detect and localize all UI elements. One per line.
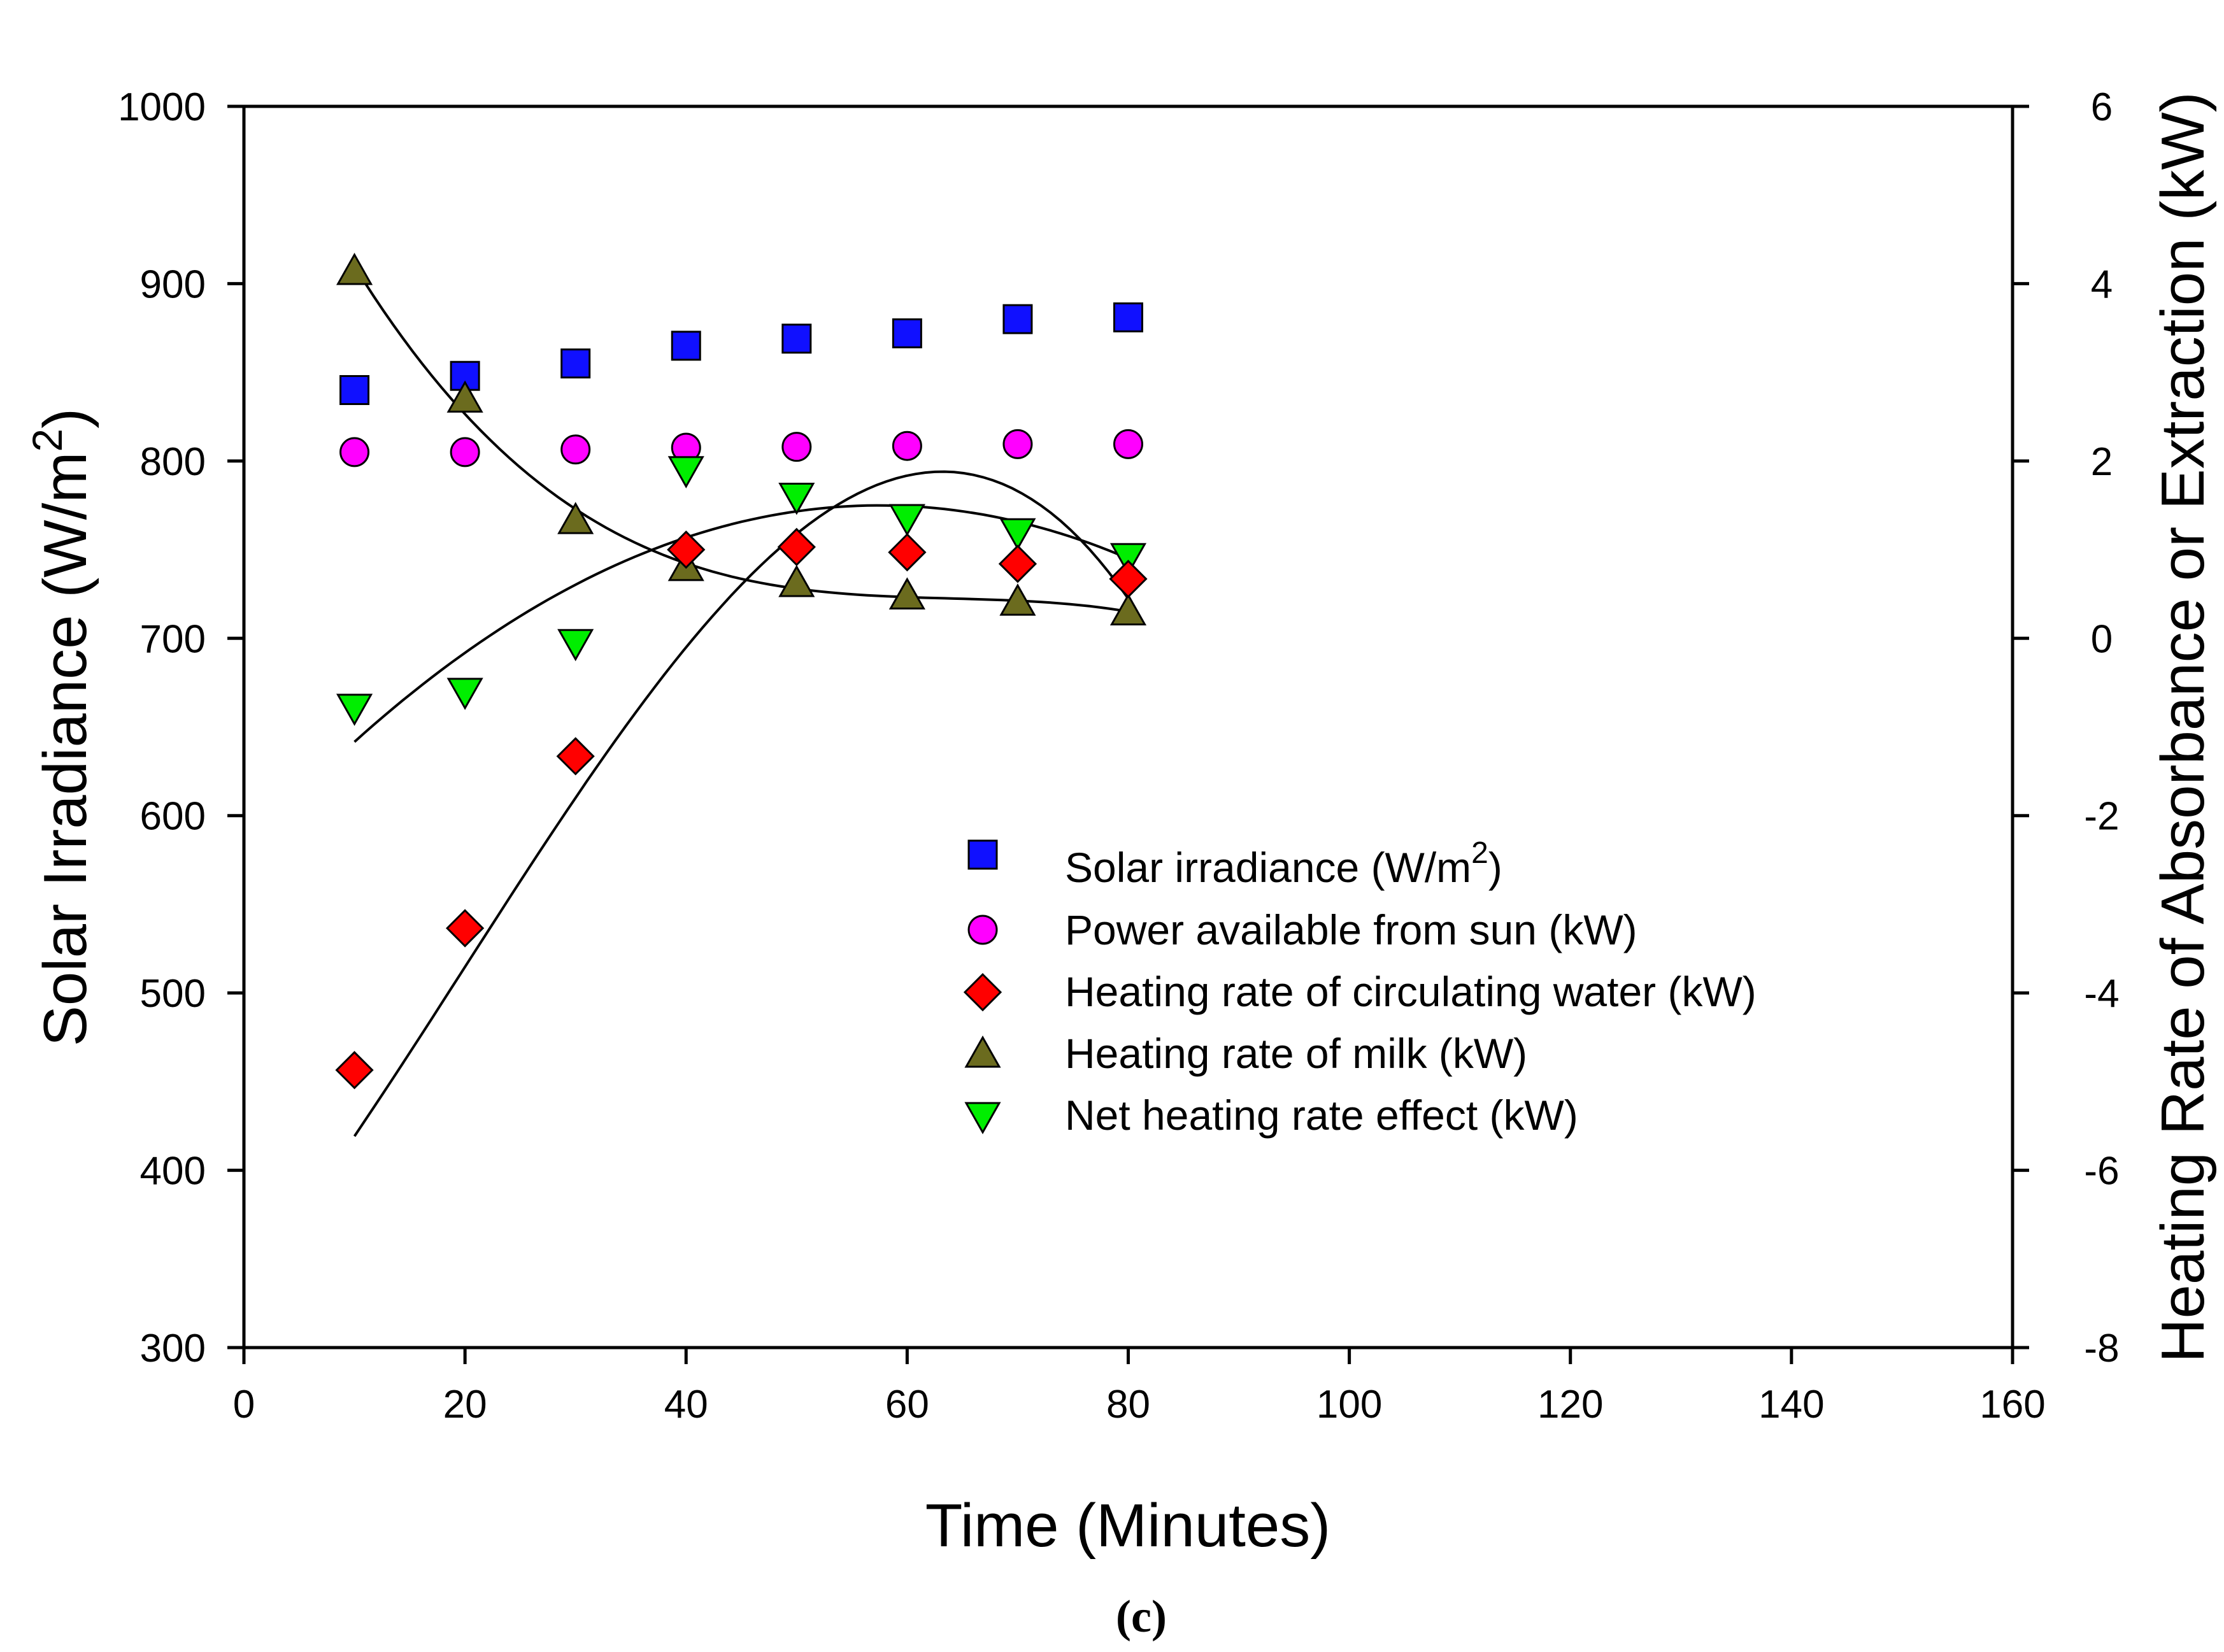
y2-tick-label: -6 xyxy=(2084,1150,2119,1193)
x-tick-label: 140 xyxy=(1758,1383,1824,1427)
point-heating-rate-water xyxy=(446,909,485,948)
point-heating-rate-water xyxy=(667,530,706,569)
x-tick-label: 40 xyxy=(664,1383,708,1427)
point-solar-irradiance xyxy=(560,348,591,379)
point-heating-rate-water xyxy=(556,737,595,776)
fit-line-heating-rate-water xyxy=(353,470,1130,1137)
fit-line-heating-rate-milk xyxy=(353,265,1129,613)
point-solar-irradiance xyxy=(892,318,922,348)
point-net-heating-rate xyxy=(336,694,373,726)
point-solar-irradiance xyxy=(450,360,480,391)
fit-line-net-heating-rate xyxy=(353,504,1129,743)
point-net-heating-rate xyxy=(888,504,925,537)
x-tick-label: 80 xyxy=(1106,1383,1150,1427)
point-net-heating-rate xyxy=(778,483,815,515)
point-solar-irradiance xyxy=(781,324,812,354)
point-heating-rate-milk xyxy=(1109,593,1147,626)
point-power-available xyxy=(892,431,922,461)
legend-label-solar-irradiance: Solar irradiance (W/m2) xyxy=(1065,836,1502,891)
fit-curves xyxy=(353,265,1130,1137)
axis-ticks: 0 20 40 60 80 100 120 140 1603004005006007008009… xyxy=(118,85,2120,1427)
point-power-available xyxy=(781,432,812,462)
point-power-available xyxy=(560,434,591,465)
y-tick-label: 600 xyxy=(140,795,206,839)
legend-markers xyxy=(963,839,1002,1135)
x-tick-label: 20 xyxy=(443,1383,487,1427)
x-tick-label: 60 xyxy=(885,1383,929,1427)
legend-marker-power-available xyxy=(967,915,998,945)
point-solar-irradiance xyxy=(1113,302,1143,332)
point-heating-rate-water xyxy=(888,533,927,572)
point-net-heating-rate xyxy=(667,456,704,488)
point-power-available xyxy=(339,437,370,467)
y2-tick-label: -2 xyxy=(2084,795,2119,839)
legend-label-power-available: Power available from sun (kW) xyxy=(1065,906,1637,953)
x-tick-label: 0 xyxy=(233,1383,255,1427)
point-power-available xyxy=(450,437,480,467)
y-tick-label: 500 xyxy=(140,972,206,1016)
legend-label-heating-rate-milk: Heating rate of milk (kW) xyxy=(1065,1030,1527,1077)
y-tick-label: 900 xyxy=(140,262,206,306)
point-net-heating-rate xyxy=(1109,543,1147,576)
y-axis-title: Solar Irradiance (W/m2) xyxy=(24,408,99,1046)
y2-tick-label: -8 xyxy=(2084,1327,2119,1371)
point-power-available xyxy=(1113,429,1143,459)
legend: Solar irradiance (W/m2) Power available … xyxy=(963,836,1757,1139)
point-solar-irradiance xyxy=(339,374,370,405)
figure-caption: (c) xyxy=(1116,1591,1167,1642)
point-heating-rate-water xyxy=(335,1051,374,1090)
point-net-heating-rate xyxy=(999,518,1036,551)
legend-marker-heating-rate-milk xyxy=(964,1035,1001,1068)
point-heating-rate-water xyxy=(1109,559,1148,599)
y-axis-title-superscript: 2 xyxy=(24,429,71,452)
point-heating-rate-water xyxy=(998,545,1037,583)
y-tick-label: 1000 xyxy=(118,85,206,129)
data-markers xyxy=(335,252,1148,1090)
y-tick-label: 400 xyxy=(140,1150,206,1193)
y2-tick-label: 0 xyxy=(2091,617,2113,661)
point-heating-rate-milk xyxy=(446,380,483,413)
point-heating-rate-milk xyxy=(778,564,815,597)
point-heating-rate-milk xyxy=(999,583,1036,616)
point-solar-irradiance xyxy=(1002,304,1033,334)
legend-marker-heating-rate-water xyxy=(963,972,1002,1012)
point-net-heating-rate xyxy=(446,678,483,710)
x-tick-label: 100 xyxy=(1316,1383,1382,1427)
x-tick-label: 160 xyxy=(1979,1383,2045,1427)
y-tick-label: 300 xyxy=(140,1327,206,1371)
y2-axis-title: Heating Rate of Absorbance or Extraction… xyxy=(2149,92,2217,1363)
point-net-heating-rate xyxy=(557,629,594,662)
y2-tick-label: 2 xyxy=(2091,440,2113,484)
point-heating-rate-water xyxy=(777,527,816,567)
y-tick-label: 800 xyxy=(140,440,206,484)
x-axis-title: Time (Minutes) xyxy=(925,1492,1331,1560)
point-heating-rate-milk xyxy=(557,502,594,534)
x-tick-label: 120 xyxy=(1537,1383,1603,1427)
y2-tick-label: -4 xyxy=(2084,972,2119,1016)
y2-tick-label: 4 xyxy=(2091,262,2113,306)
legend-marker-net-heating-rate xyxy=(964,1102,1001,1135)
y-tick-label: 700 xyxy=(140,617,206,661)
point-heating-rate-milk xyxy=(336,252,373,285)
legend-marker-solar-irradiance xyxy=(967,839,998,870)
point-heating-rate-milk xyxy=(888,577,925,609)
plot-frame xyxy=(242,104,2014,1349)
legend-label-net-heating-rate: Net heating rate effect (kW) xyxy=(1065,1092,1578,1139)
point-solar-irradiance xyxy=(671,331,701,361)
legend-label-heating-rate-water: Heating rate of circulating water (kW) xyxy=(1065,968,1757,1015)
point-power-available xyxy=(1002,429,1033,459)
y2-tick-label: 6 xyxy=(2091,85,2113,129)
